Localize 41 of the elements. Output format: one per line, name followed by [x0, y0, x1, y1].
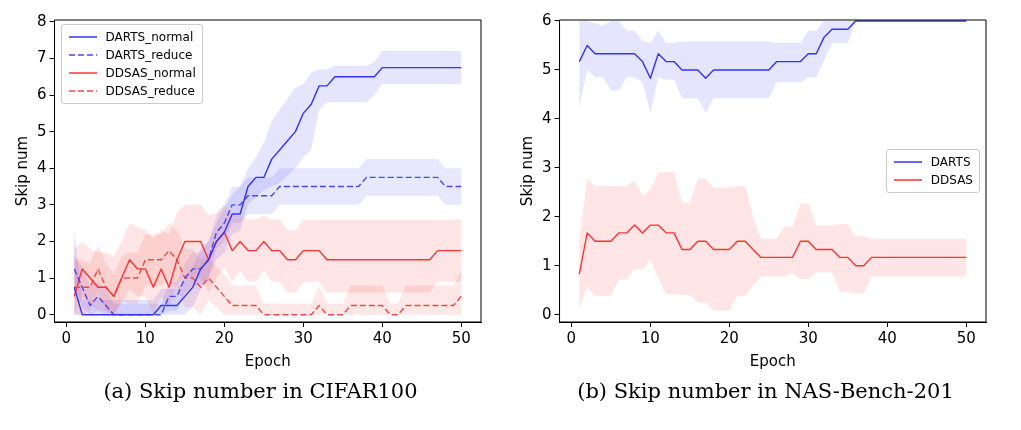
y-tick-label: 4 — [542, 108, 552, 127]
legend-label: DARTS_normal — [105, 30, 194, 44]
x-tick-label: 0 — [61, 328, 72, 347]
x-axis-title: Epoch — [749, 351, 796, 370]
y-tick-label: 3 — [542, 157, 552, 176]
x-axis-title: Epoch — [244, 351, 291, 370]
x-tick-label: 50 — [451, 328, 471, 347]
x-tick-label: 20 — [214, 328, 234, 347]
y-tick-label: 5 — [542, 59, 552, 78]
y-axis-title: Skip num — [517, 135, 536, 207]
y-tick-label: 2 — [37, 231, 47, 250]
legend-label: DDSAS — [930, 173, 973, 187]
y-tick-label: 8 — [37, 11, 47, 30]
text: (a) Skip number in CIFAR100 — [102, 379, 419, 403]
x-tick-label: 30 — [798, 328, 818, 347]
x-tick-label: 0 — [566, 328, 577, 347]
y-tick-label: 0 — [37, 304, 47, 323]
x-tick-label: 10 — [135, 328, 155, 347]
line-series — [73, 249, 462, 316]
x-tick-label: 30 — [293, 328, 313, 347]
x-tick-label: 10 — [640, 328, 660, 347]
legend-label: DARTS — [930, 155, 971, 169]
y-axis-title: Skip num — [12, 135, 31, 207]
y-tick-label: 4 — [37, 158, 47, 177]
y-tick-label: 2 — [542, 206, 552, 225]
legend-label: DDSAS_normal — [105, 66, 196, 80]
x-tick-label: 20 — [719, 328, 739, 347]
text: (b) Skip number in NAS-Bench-201 — [576, 379, 955, 403]
y-tick-label: 6 — [37, 84, 47, 103]
y-tick-label: 7 — [37, 48, 47, 67]
y-tick-label: 1 — [37, 267, 47, 286]
y-tick-label: 1 — [542, 255, 552, 274]
y-tick-label: 6 — [542, 10, 552, 29]
legend-label: DARTS_reduce — [105, 48, 193, 62]
x-tick-label: 50 — [956, 328, 976, 347]
y-tick-label: 3 — [37, 194, 47, 213]
y-tick-label: 0 — [542, 304, 552, 323]
x-tick-label: 40 — [372, 328, 392, 347]
legend-label: DDSAS_reduce — [105, 84, 195, 98]
y-tick-label: 5 — [37, 121, 47, 140]
x-tick-label: 40 — [877, 328, 897, 347]
